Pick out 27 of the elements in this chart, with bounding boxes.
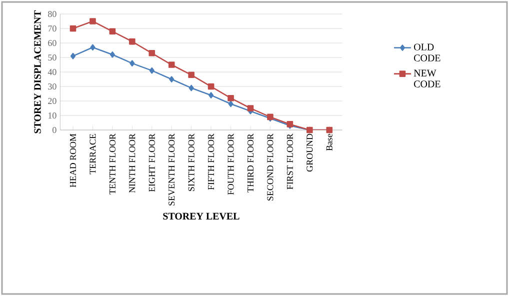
x-tick-label: SECOND FLOOR — [267, 134, 274, 200]
x-tick-label: FOUTH FLOOR — [228, 134, 234, 195]
x-tick-label: EIGHT FLOOR — [148, 134, 155, 192]
x-tick-label: FIFTH FLOOR — [208, 134, 214, 190]
y-tick-label: 80 — [48, 10, 56, 18]
x-tick-label: GROUND — [306, 134, 313, 172]
y-tick-label: 30 — [48, 83, 56, 90]
x-tick-label: TENTH FLOOR — [109, 134, 116, 194]
y-tick-label: 60 — [48, 40, 56, 46]
y-axis-title: STOREY DISPLACEMENT — [34, 10, 41, 134]
x-tick-label: HEAD ROOM — [70, 134, 76, 188]
x-tick-label: SIXTH FLOOR — [188, 134, 194, 191]
x-tick-label: THIRD FLOOR — [247, 134, 254, 192]
legend-label: NEW CODE — [414, 70, 440, 88]
legend-label: OLD CODE — [414, 44, 440, 62]
y-tick-label: 10 — [48, 112, 56, 119]
y-tick-label: 70 — [48, 25, 56, 32]
x-tick-label: NINTH FLOOR — [129, 134, 136, 193]
x-tick-label: Base — [326, 134, 332, 151]
y-tick-label: 20 — [48, 98, 56, 104]
x-tick-label: FIRST FLOOR — [286, 134, 293, 190]
x-tick-label: TERRACE — [90, 134, 96, 174]
y-tick-label: 50 — [48, 54, 56, 61]
x-axis-title: STOREY LEVEL — [163, 212, 240, 220]
x-tick-label: SEVENTH FLOOR — [168, 134, 175, 206]
y-tick-label: 40 — [48, 68, 56, 76]
y-tick-label: 0 — [52, 126, 56, 134]
